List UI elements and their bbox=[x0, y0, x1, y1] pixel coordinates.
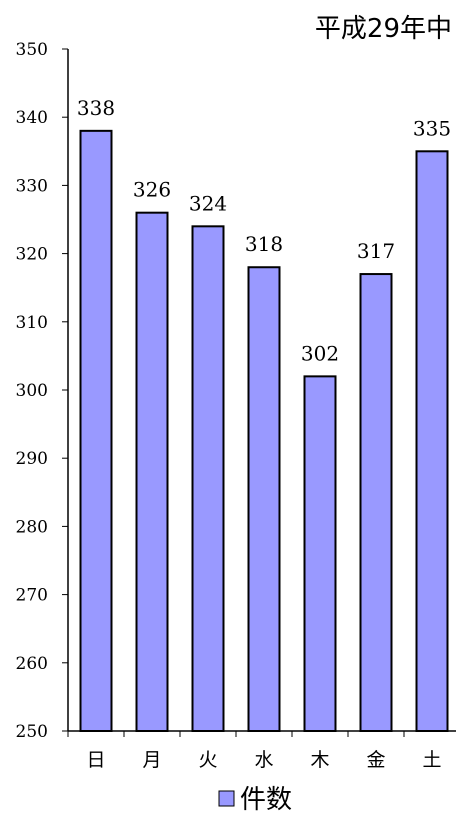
y-tick-label: 290 bbox=[16, 449, 48, 469]
x-category-label: 水 bbox=[254, 749, 273, 771]
data-label: 324 bbox=[189, 191, 227, 215]
bar bbox=[359, 273, 393, 732]
bar bbox=[191, 225, 225, 732]
bar bbox=[79, 129, 113, 732]
y-tick-label: 340 bbox=[16, 108, 48, 128]
x-axis-labels: 日月火水木金土 bbox=[67, 731, 442, 771]
data-label: 318 bbox=[245, 232, 283, 256]
bar bbox=[415, 150, 449, 733]
y-tick-label: 250 bbox=[16, 722, 48, 742]
legend: 件数 bbox=[218, 785, 292, 815]
axes bbox=[67, 49, 456, 732]
data-label: 317 bbox=[357, 239, 395, 263]
y-tick-label: 320 bbox=[16, 245, 48, 265]
y-tick-label: 330 bbox=[16, 176, 48, 196]
bar bbox=[303, 375, 337, 732]
x-category-label: 土 bbox=[422, 749, 441, 771]
x-category-label: 火 bbox=[198, 749, 217, 771]
y-tick-label: 350 bbox=[16, 40, 48, 60]
data-labels: 338 326 324 318 302 317 335 bbox=[77, 96, 451, 366]
x-category-label: 金 bbox=[366, 749, 385, 771]
bar bbox=[247, 266, 281, 732]
x-category-label: 日 bbox=[86, 749, 105, 771]
chart-subtitle: 平成29年中 bbox=[315, 14, 452, 44]
data-label: 326 bbox=[133, 178, 171, 202]
data-label: 302 bbox=[301, 341, 339, 365]
y-tick-label: 280 bbox=[16, 517, 48, 537]
y-tick-label: 310 bbox=[16, 313, 48, 333]
legend-label: 件数 bbox=[240, 785, 292, 815]
legend-swatch bbox=[218, 790, 235, 807]
y-tick-label: 270 bbox=[16, 586, 48, 606]
bars bbox=[79, 129, 449, 733]
data-label: 335 bbox=[413, 116, 451, 140]
y-tick-label: 300 bbox=[16, 381, 48, 401]
x-category-label: 木 bbox=[310, 749, 329, 771]
x-category-label: 月 bbox=[142, 749, 161, 771]
data-label: 338 bbox=[77, 96, 115, 120]
y-tick-label: 260 bbox=[16, 654, 48, 674]
bar bbox=[135, 211, 169, 732]
y-axis-ticks: 250 260 270 280 290 300 310 320 330 340 350 bbox=[16, 40, 68, 742]
